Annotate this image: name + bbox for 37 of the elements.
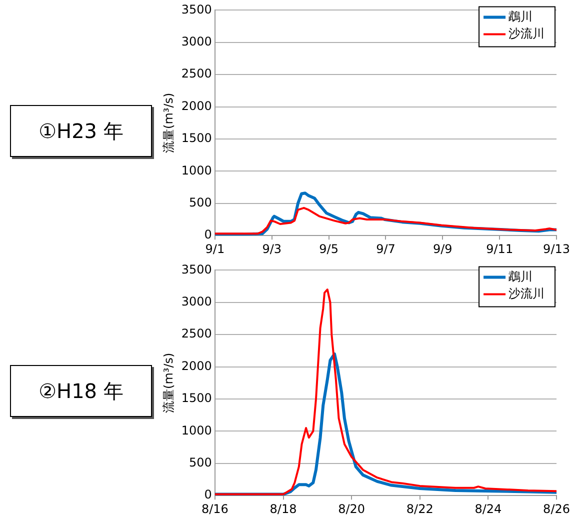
y-tick-label: 2000 xyxy=(181,98,212,113)
x-tick-label: 8/18 xyxy=(270,502,297,516)
y-tick-label: 1000 xyxy=(181,163,212,178)
x-tick-label: 8/26 xyxy=(543,502,570,516)
y-tick-label: 3000 xyxy=(181,34,212,49)
y-tick-label: 1500 xyxy=(181,391,212,406)
text: ①H23 年 xyxy=(10,105,152,157)
x-tick-label: 9/1 xyxy=(205,242,225,256)
x-tick-label: 8/24 xyxy=(474,502,502,516)
y-tick-label: 0 xyxy=(204,228,212,242)
y-tick-label: 500 xyxy=(189,456,212,470)
x-tick-label: 8/20 xyxy=(338,502,366,516)
y-tick-label: 1500 xyxy=(181,131,212,146)
legend-label: 沙流川 xyxy=(508,286,545,300)
y-tick-label: 2500 xyxy=(181,326,212,341)
legend-label: 沙流川 xyxy=(508,26,545,40)
y-tick-label: 3000 xyxy=(181,294,212,309)
y-tick-label: 2500 xyxy=(181,66,212,81)
y-tick-label: 3500 xyxy=(181,262,212,276)
y-axis-title: 流量(m³/s) xyxy=(161,92,176,153)
x-tick-label: 8/16 xyxy=(201,502,228,516)
x-tick-label: 9/9 xyxy=(433,242,452,256)
legend-label: 鵡川 xyxy=(508,9,533,24)
x-tick-label: 9/5 xyxy=(319,242,338,256)
legend-label: 鵡川 xyxy=(508,269,533,284)
y-tick-label: 500 xyxy=(189,196,212,210)
y-tick-label: 2000 xyxy=(181,358,212,373)
x-tick-label: 9/3 xyxy=(262,242,282,256)
y-tick-label: 1000 xyxy=(181,423,212,438)
y-axis-title: 流量(m³/s) xyxy=(161,352,176,413)
y-tick-label: 0 xyxy=(204,488,212,502)
y-tick-label: 3500 xyxy=(181,2,212,16)
x-tick-label: 9/7 xyxy=(376,242,396,256)
x-tick-label: 9/13 xyxy=(543,242,570,256)
x-tick-label: 9/11 xyxy=(486,242,514,256)
x-tick-label: 8/22 xyxy=(406,502,434,516)
text: ②H18 年 xyxy=(10,365,152,417)
